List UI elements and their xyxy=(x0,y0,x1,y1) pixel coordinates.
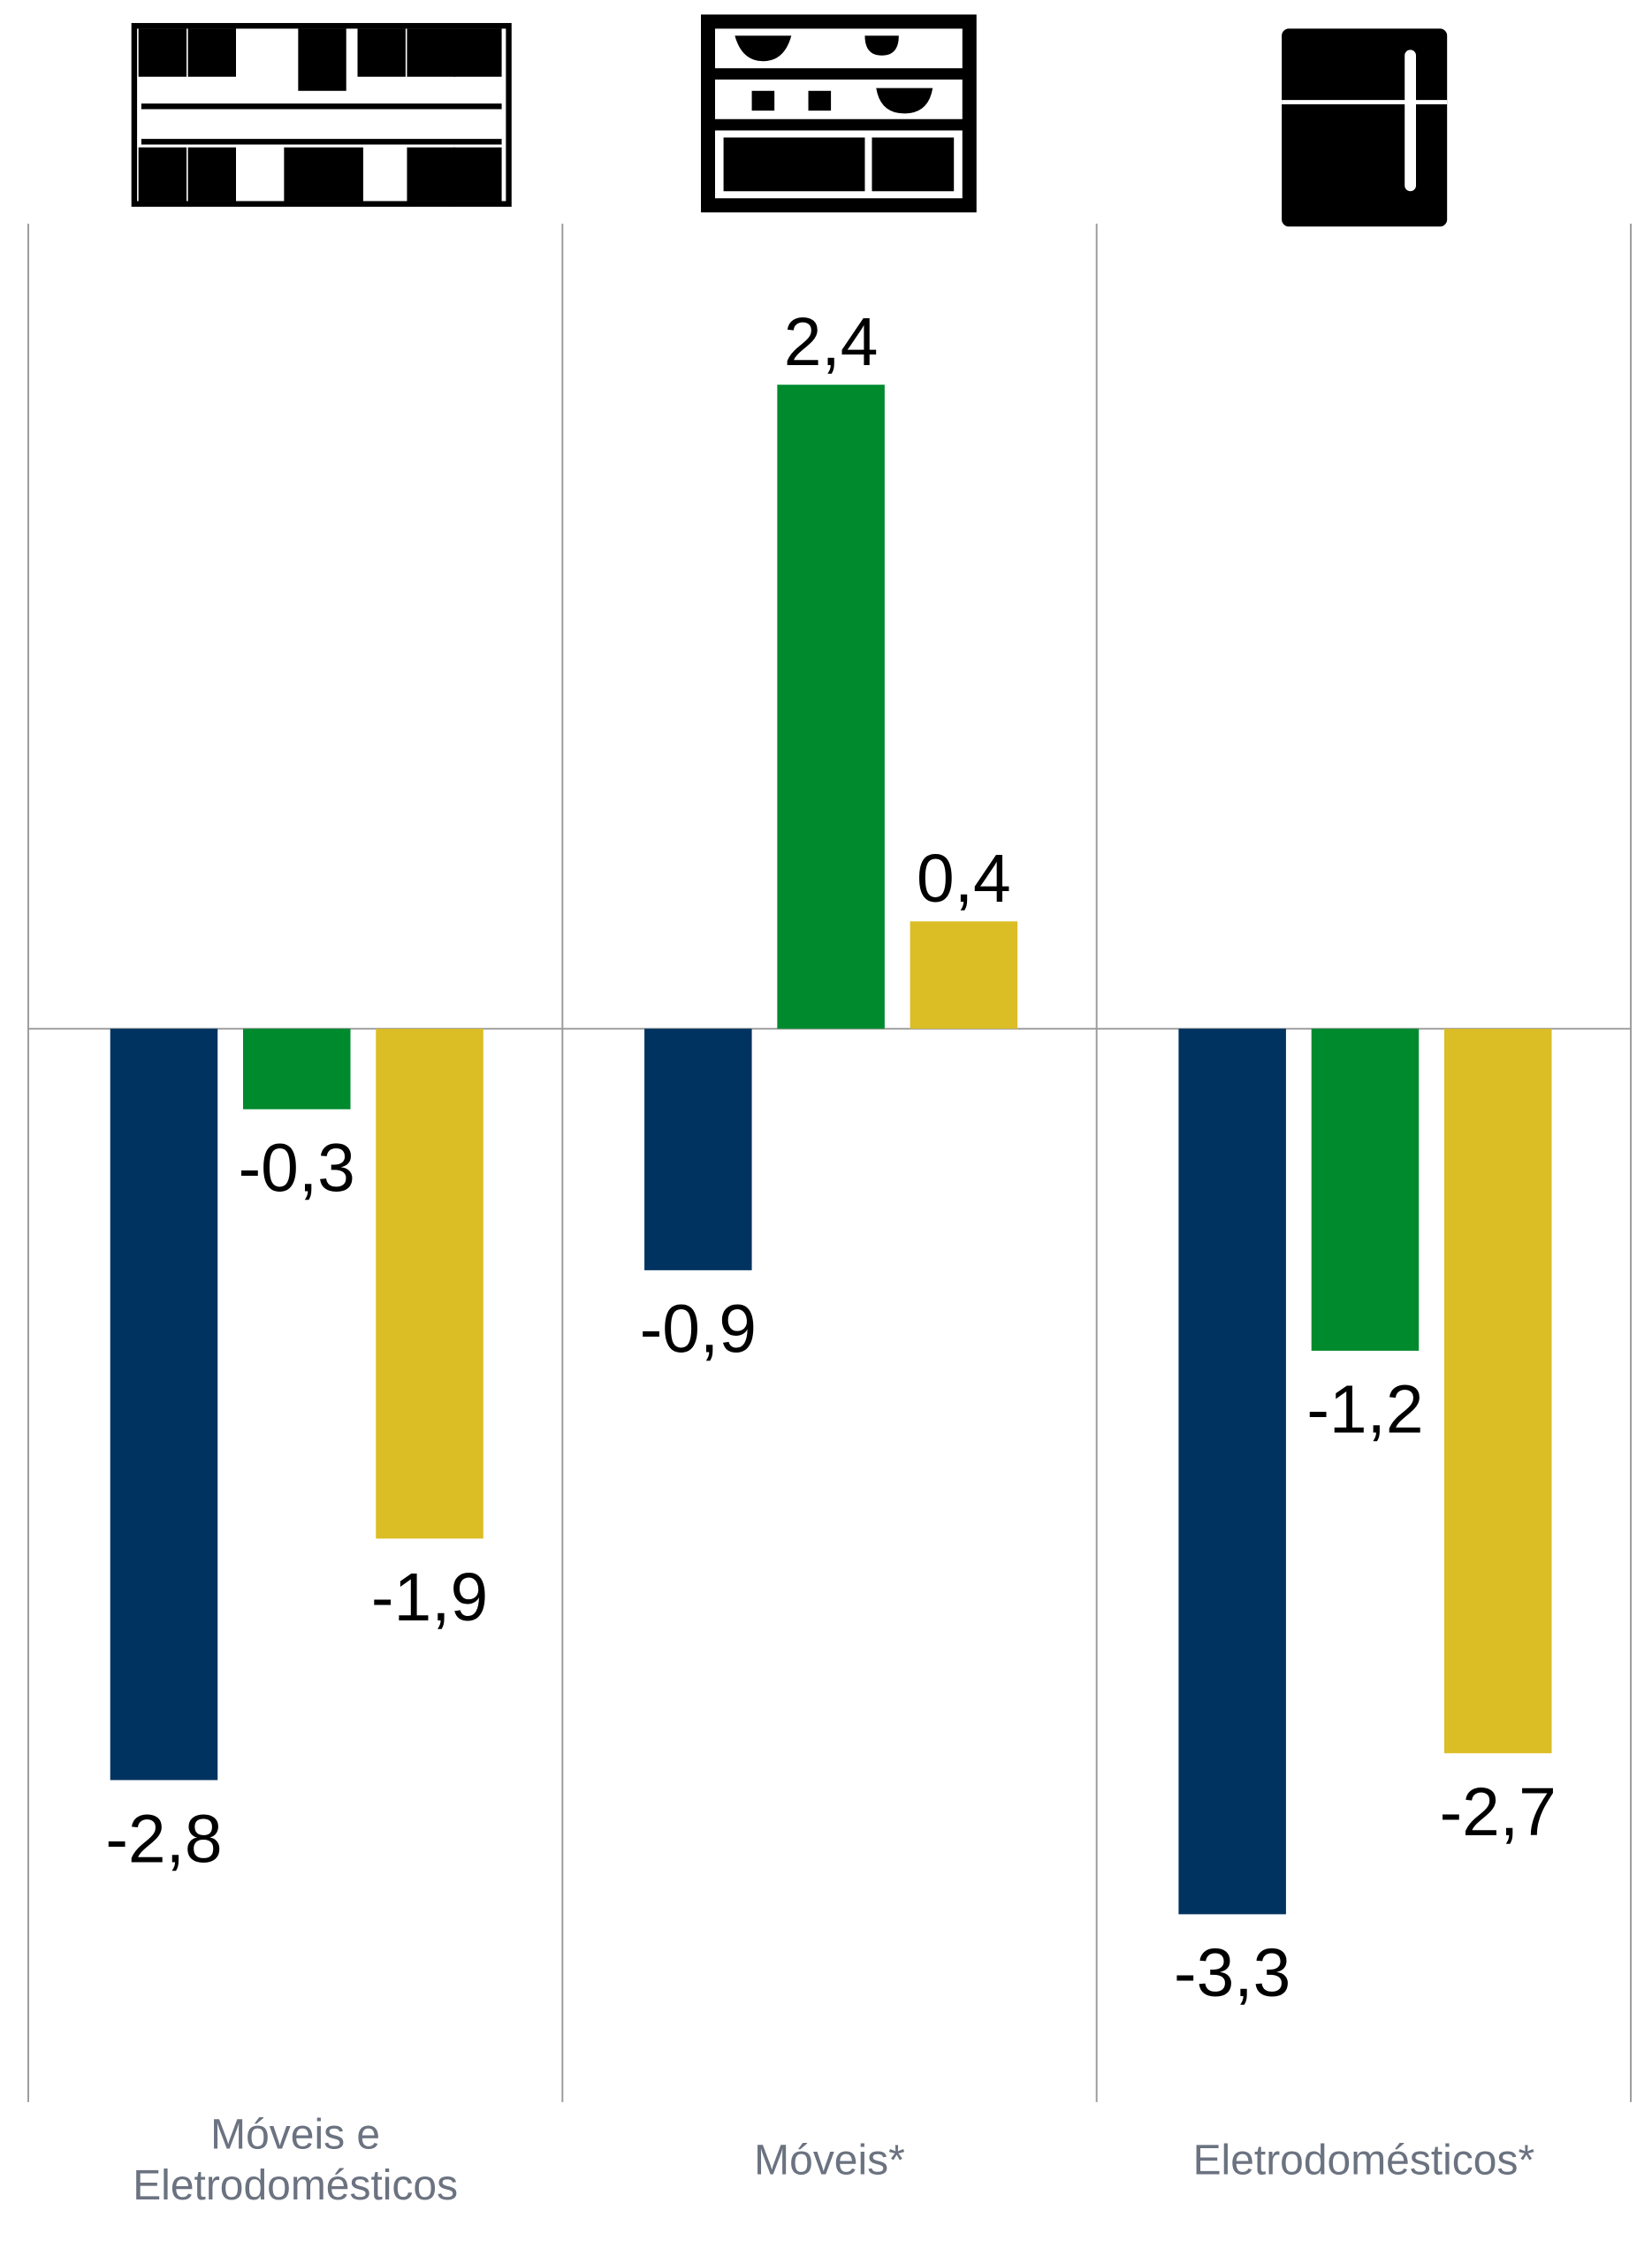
x-label-box: Móveis* xyxy=(754,2137,905,2184)
furniture-icon xyxy=(701,14,977,213)
value-label: -1,9 xyxy=(371,1560,488,1635)
bar xyxy=(1178,1028,1286,1915)
x-tick-label: Móveis e Eletrodomésticos xyxy=(133,2112,459,2210)
value-label: 0,4 xyxy=(917,842,1011,917)
value-label: -0,9 xyxy=(640,1292,757,1368)
bar xyxy=(376,1028,483,1539)
value-label: -2,7 xyxy=(1440,1775,1557,1850)
value-label: -0,3 xyxy=(239,1131,355,1206)
x-label-box: Móveis e Eletrodomésticos xyxy=(133,2112,459,2210)
kitchen-icon xyxy=(131,23,512,207)
value-label: 2,4 xyxy=(784,305,879,380)
value-label: -2,8 xyxy=(105,1802,222,1877)
x-label-box: Eletrodomésticos* xyxy=(1192,2137,1535,2184)
bar xyxy=(110,1028,218,1780)
fridge-icon xyxy=(1282,28,1448,227)
bar xyxy=(644,1028,752,1270)
bar xyxy=(1311,1028,1420,1351)
value-label: -1,2 xyxy=(1306,1373,1423,1448)
x-tick-label: Eletrodomésticos* xyxy=(1192,2137,1535,2184)
bar xyxy=(242,1028,351,1109)
bar xyxy=(1443,1028,1552,1754)
x-tick-label: Móveis* xyxy=(754,2137,905,2184)
bar xyxy=(777,385,885,1029)
bar xyxy=(910,921,1018,1029)
value-label: -3,3 xyxy=(1174,1936,1290,2011)
